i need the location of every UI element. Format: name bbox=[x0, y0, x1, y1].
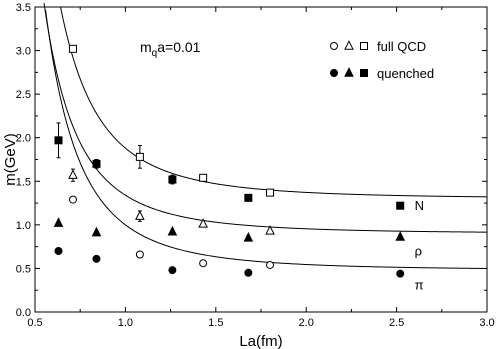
y-tick-label: 0.5 bbox=[16, 263, 31, 275]
data-point-2-3 bbox=[265, 225, 275, 235]
y-tick-label: 3.0 bbox=[16, 46, 31, 58]
data-point-2-1 bbox=[135, 210, 145, 220]
x-tick-label: 3.0 bbox=[479, 317, 494, 329]
fit-curve-0 bbox=[60, 7, 488, 198]
x-axis-label: La(fm) bbox=[239, 333, 282, 349]
x-tick-label: 2.5 bbox=[389, 317, 404, 329]
y-axis-label: m(GeV) bbox=[2, 133, 19, 186]
legend-square-filled bbox=[360, 69, 368, 77]
curve-label: N bbox=[415, 198, 424, 213]
y-tick-label: 2.0 bbox=[16, 133, 31, 145]
data-point-0-2 bbox=[199, 173, 208, 182]
fit-curve-2 bbox=[45, 9, 488, 269]
curve-label: ρ bbox=[415, 243, 422, 258]
data-point-2-0 bbox=[68, 169, 78, 179]
legend-triangle-open bbox=[344, 40, 354, 50]
data-point-5-1 bbox=[92, 254, 101, 263]
data-point-3-2 bbox=[167, 225, 178, 236]
data-point-4-1 bbox=[135, 250, 144, 259]
data-point-4-0 bbox=[68, 195, 77, 204]
data-point-5-4 bbox=[396, 269, 405, 278]
data-point-4-3 bbox=[266, 260, 275, 269]
data-point-3-0 bbox=[53, 217, 64, 227]
legend-triangle-filled bbox=[344, 67, 354, 77]
data-point-4-2 bbox=[199, 259, 208, 268]
data-point-1-0 bbox=[54, 136, 63, 145]
curve-label: π bbox=[415, 277, 424, 292]
quark-mass-annotation: mqa=0.01 bbox=[140, 39, 201, 59]
y-tick-label: 1.5 bbox=[16, 176, 31, 188]
x-tick-label: 1.5 bbox=[208, 317, 223, 329]
data-point-1-2 bbox=[168, 175, 177, 184]
legend-label-quenched: quenched bbox=[377, 66, 434, 81]
data-points bbox=[53, 44, 406, 278]
data-point-2-2 bbox=[198, 218, 208, 228]
x-tick-label: 0.5 bbox=[27, 317, 42, 329]
legend: full QCD quenched bbox=[330, 39, 434, 81]
data-point-1-1 bbox=[92, 159, 101, 168]
axis-ticks: 0.5 1.0 1.5 2.0 2.5 3.00.00.51.01.52.02.53.03… bbox=[16, 2, 495, 329]
data-point-0-3 bbox=[266, 188, 275, 197]
data-point-5-0 bbox=[54, 247, 63, 255]
y-tick-label: 0.0 bbox=[16, 307, 31, 319]
y-tick-label: 3.5 bbox=[16, 2, 31, 14]
axis-labels: La(fm) m(GeV) Nρ π bbox=[2, 133, 424, 349]
data-point-1-3 bbox=[244, 193, 253, 202]
legend-square-open bbox=[360, 42, 368, 50]
legend-label-full: full QCD bbox=[377, 39, 426, 54]
annotation: mqa=0.01 bbox=[140, 39, 201, 59]
data-point-1-4 bbox=[396, 201, 405, 210]
data-point-5-3 bbox=[244, 268, 253, 277]
legend-circle-filled bbox=[330, 69, 338, 77]
data-point-3-4 bbox=[395, 231, 406, 241]
y-tick-label: 2.5 bbox=[16, 89, 31, 101]
x-tick-label: 2.0 bbox=[299, 317, 314, 329]
fit-curve-1 bbox=[43, 3, 488, 233]
legend-circle-open bbox=[330, 42, 338, 50]
data-point-3-3 bbox=[243, 232, 254, 242]
data-point-3-1 bbox=[91, 226, 102, 237]
x-tick-label: 1.0 bbox=[118, 317, 133, 329]
y-tick-label: 1.0 bbox=[16, 220, 31, 232]
data-point-5-2 bbox=[168, 266, 177, 275]
data-point-0-0 bbox=[68, 44, 77, 53]
data-point-0-1 bbox=[135, 152, 144, 161]
